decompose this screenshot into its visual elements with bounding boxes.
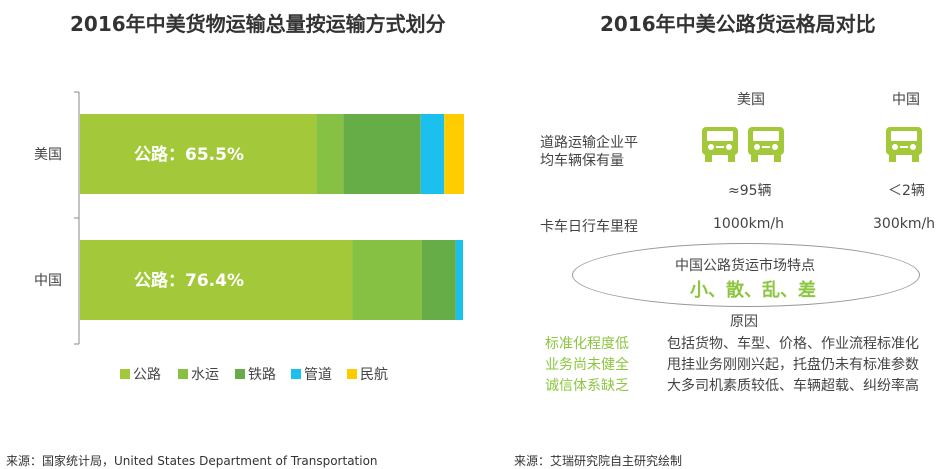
cn-truck-icons <box>884 124 924 164</box>
bar-segment-民航 <box>444 114 464 194</box>
left-source: 来源：国家统计局，United States Department of Tra… <box>6 454 378 468</box>
bar-data-label: 公路：76.4% <box>134 270 244 291</box>
us-mileage-value: 1000km/h <box>713 216 784 232</box>
bar-segment-管道 <box>420 114 445 194</box>
category-label: 中国 <box>34 273 62 289</box>
legend-swatch <box>235 369 245 379</box>
row-label-fleet-line1: 道路运输企业平 <box>540 135 638 151</box>
legend-label: 管道 <box>304 367 332 383</box>
cn-fleet-value: ＜2辆 <box>888 183 925 199</box>
bar-segment-铁路 <box>421 240 456 320</box>
ellipse-keywords: 小、散、乱、差 <box>690 280 816 301</box>
ellipse-title: 中国公路货运市场特点 <box>675 258 815 274</box>
reason-text: 大多司机素质较低、车辆超载、纠纷率高 <box>667 378 919 394</box>
reason-key: 诚信体系缺乏 <box>545 378 629 394</box>
market-feature-ellipse <box>572 243 920 307</box>
legend-swatch <box>178 369 188 379</box>
truck-icon <box>748 127 784 162</box>
reason-key: 标准化程度低 <box>545 336 629 352</box>
row-label-mileage: 卡车日行车里程 <box>540 219 638 235</box>
bar-segment-铁路 <box>343 114 421 194</box>
bar-data-label: 公路：65.5% <box>134 144 244 165</box>
row-label-fleet-line2: 均车辆保有量 <box>540 153 624 169</box>
legend-label: 民航 <box>360 367 388 383</box>
right-source: 来源：艾瑞研究院自主研究绘制 <box>514 454 683 468</box>
bar-segment-公路 <box>80 114 317 194</box>
right-panel-title: 2016年中美公路货运格局对比 <box>600 12 876 36</box>
truck-icon <box>702 127 738 162</box>
bar-segment-管道 <box>455 240 463 320</box>
us-fleet-value: ≈95辆 <box>728 183 772 199</box>
left-chart-title: 2016年中美货物运输总量按运输方式划分 <box>70 12 446 36</box>
legend-swatch <box>291 369 301 379</box>
col-header-cn: 中国 <box>892 92 920 108</box>
us-truck-icons <box>700 124 786 164</box>
bar-segment-公路 <box>80 240 353 320</box>
legend-label: 水运 <box>191 367 219 383</box>
category-label: 美国 <box>34 147 62 163</box>
reason-key: 业务尚未健全 <box>545 357 629 373</box>
col-header-us: 美国 <box>737 92 765 108</box>
reason-text: 甩挂业务刚刚兴起，托盘仍未有标准参数 <box>667 357 919 373</box>
reason-text: 包括货物、车型、价格、作业流程标准化 <box>667 336 919 352</box>
legend-label: 铁路 <box>248 367 276 383</box>
legend-label: 公路 <box>133 367 161 383</box>
truck-icon <box>886 127 922 162</box>
bar-segment-水运 <box>352 240 422 320</box>
reason-title: 原因 <box>730 314 758 330</box>
bar-segment-水运 <box>316 114 344 194</box>
cn-mileage-value: 300km/h <box>873 216 936 232</box>
legend-swatch <box>347 369 357 379</box>
legend-swatch <box>120 369 130 379</box>
